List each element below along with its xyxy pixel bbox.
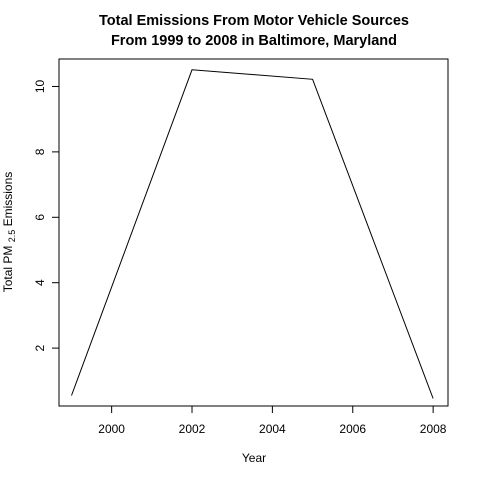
x-tick-label: 2000 (98, 422, 125, 436)
y-axis-title-suffix: Emissions (1, 172, 15, 227)
x-tick-label: 2008 (420, 422, 447, 436)
plot-frame (58, 58, 449, 407)
chart-title-line-2: From 1999 to 2008 in Baltimore, Maryland (111, 33, 397, 49)
y-tick-label: 4 (33, 279, 47, 286)
y-axis: 2 4 6 8 10 (33, 79, 59, 351)
chart-title-line-1: Total Emissions From Motor Vehicle Sourc… (99, 13, 409, 29)
x-tick-label: 2006 (339, 422, 366, 436)
x-tick-label: 2004 (259, 422, 286, 436)
emissions-line (71, 69, 434, 399)
y-axis-title-subscript: 2.5 (7, 230, 17, 243)
y-tick-label: 10 (33, 79, 47, 93)
y-axis-title: Total PM 2.5 Emissions (1, 172, 18, 293)
x-axis: 2000 2002 2004 2006 2008 (98, 406, 447, 436)
series-layer (71, 69, 434, 399)
y-axis-title-prefix: Total PM (1, 246, 15, 293)
y-tick-label: 6 (33, 214, 47, 221)
y-tick-label: 2 (33, 344, 47, 351)
x-axis-title: Year (242, 451, 266, 465)
y-tick-label: 8 (33, 148, 47, 155)
x-tick-label: 2002 (179, 422, 206, 436)
